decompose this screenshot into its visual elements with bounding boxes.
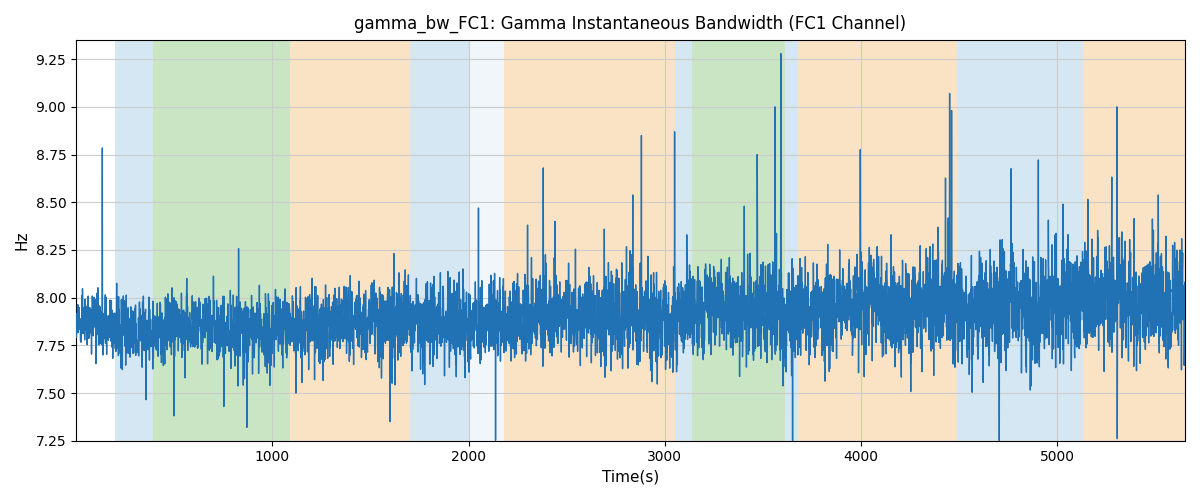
Bar [958, 40, 1069, 440]
Bar [468, 40, 504, 440]
Bar [1082, 40, 1186, 440]
Bar [692, 40, 785, 440]
Bar [152, 40, 290, 440]
Bar [1069, 40, 1082, 440]
Bar [798, 40, 958, 440]
Bar [785, 40, 798, 440]
Bar [504, 40, 674, 440]
Bar [115, 40, 152, 440]
Title: gamma_bw_FC1: Gamma Instantaneous Bandwidth (FC1 Channel): gamma_bw_FC1: Gamma Instantaneous Bandwi… [354, 15, 906, 34]
Bar [674, 40, 692, 440]
Y-axis label: Hz: Hz [14, 230, 30, 250]
X-axis label: Time(s): Time(s) [602, 470, 659, 485]
Bar [409, 40, 468, 440]
Bar [290, 40, 409, 440]
